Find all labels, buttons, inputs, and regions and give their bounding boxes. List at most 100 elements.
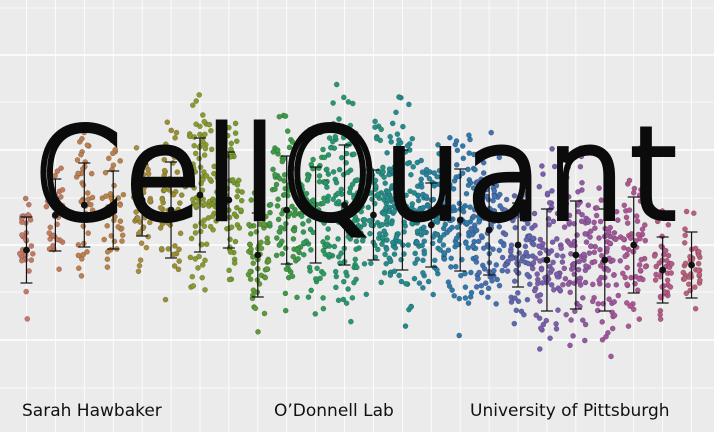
data-point xyxy=(290,253,297,260)
data-point xyxy=(76,265,82,272)
data-point xyxy=(473,284,480,290)
data-point xyxy=(549,239,556,245)
data-point xyxy=(462,284,469,290)
data-point xyxy=(542,274,548,281)
data-point xyxy=(605,282,611,289)
data-point xyxy=(218,213,224,219)
data-point xyxy=(536,315,543,322)
data-point xyxy=(561,265,568,272)
data-point xyxy=(631,185,638,192)
data-point xyxy=(393,109,399,116)
data-point xyxy=(279,158,286,165)
data-point xyxy=(576,258,582,265)
data-point xyxy=(513,267,519,274)
data-point xyxy=(494,276,501,283)
data-point xyxy=(52,172,58,179)
data-point xyxy=(330,169,337,175)
data-point xyxy=(385,188,392,195)
data-point xyxy=(250,287,257,294)
data-point xyxy=(115,195,122,201)
data-point xyxy=(58,165,64,171)
data-point xyxy=(381,192,388,199)
data-point xyxy=(220,208,226,214)
data-point xyxy=(418,184,425,190)
mean-point xyxy=(341,201,348,209)
data-point xyxy=(454,147,461,154)
data-point xyxy=(330,120,337,127)
data-point xyxy=(212,203,219,210)
data-point xyxy=(420,204,427,211)
data-point xyxy=(196,92,202,98)
data-point xyxy=(344,272,350,279)
data-point xyxy=(532,222,538,229)
data-point xyxy=(298,213,305,219)
data-point xyxy=(247,230,254,237)
data-point xyxy=(208,127,214,134)
data-point xyxy=(383,246,390,252)
data-point xyxy=(418,157,425,164)
data-point xyxy=(228,140,235,147)
data-point xyxy=(419,242,426,249)
mean-point xyxy=(167,206,175,214)
data-point xyxy=(381,174,387,180)
data-point xyxy=(489,277,495,284)
data-point xyxy=(164,219,171,226)
data-point xyxy=(283,266,290,273)
data-point xyxy=(471,222,478,228)
data-point xyxy=(321,154,328,161)
data-point xyxy=(493,182,500,189)
data-point xyxy=(22,236,29,243)
data-point xyxy=(570,333,576,339)
data-point xyxy=(578,153,585,160)
data-point xyxy=(611,312,618,319)
data-point xyxy=(261,310,268,317)
data-point xyxy=(112,146,118,153)
data-point xyxy=(472,166,478,173)
data-point xyxy=(386,171,392,178)
data-point xyxy=(300,239,307,246)
data-point xyxy=(468,289,475,296)
data-point xyxy=(563,311,570,318)
data-point xyxy=(282,113,289,119)
data-point xyxy=(396,94,402,100)
data-point xyxy=(591,258,598,265)
data-point xyxy=(138,240,145,246)
data-point xyxy=(258,245,265,252)
data-point xyxy=(582,321,589,328)
data-point xyxy=(276,113,283,120)
data-point xyxy=(540,321,547,328)
data-point xyxy=(527,281,533,288)
data-point xyxy=(206,121,213,128)
data-point xyxy=(246,221,252,228)
data-point xyxy=(201,201,208,207)
data-point xyxy=(285,182,292,188)
data-point xyxy=(665,221,672,228)
data-point xyxy=(521,190,528,197)
data-point xyxy=(450,186,457,192)
data-point xyxy=(28,243,35,249)
data-point xyxy=(29,250,36,257)
data-point xyxy=(272,171,278,178)
data-point xyxy=(481,215,488,221)
mean-point xyxy=(51,211,59,219)
data-point xyxy=(312,276,319,282)
data-point xyxy=(170,251,177,258)
data-point xyxy=(403,192,409,199)
lab-credit: O’Donnell Lab xyxy=(274,401,394,421)
data-point xyxy=(539,163,545,169)
data-point xyxy=(415,215,422,221)
data-point xyxy=(231,211,238,217)
data-point xyxy=(634,218,641,224)
data-point xyxy=(531,287,538,294)
data-point xyxy=(336,116,342,122)
data-point xyxy=(54,168,61,174)
data-point xyxy=(317,129,324,136)
data-point xyxy=(133,187,140,193)
data-point xyxy=(291,227,298,234)
data-point xyxy=(258,239,264,246)
data-point xyxy=(325,152,332,158)
data-point xyxy=(433,217,440,223)
data-point xyxy=(273,235,280,241)
data-point xyxy=(662,247,669,254)
data-point xyxy=(305,294,312,300)
